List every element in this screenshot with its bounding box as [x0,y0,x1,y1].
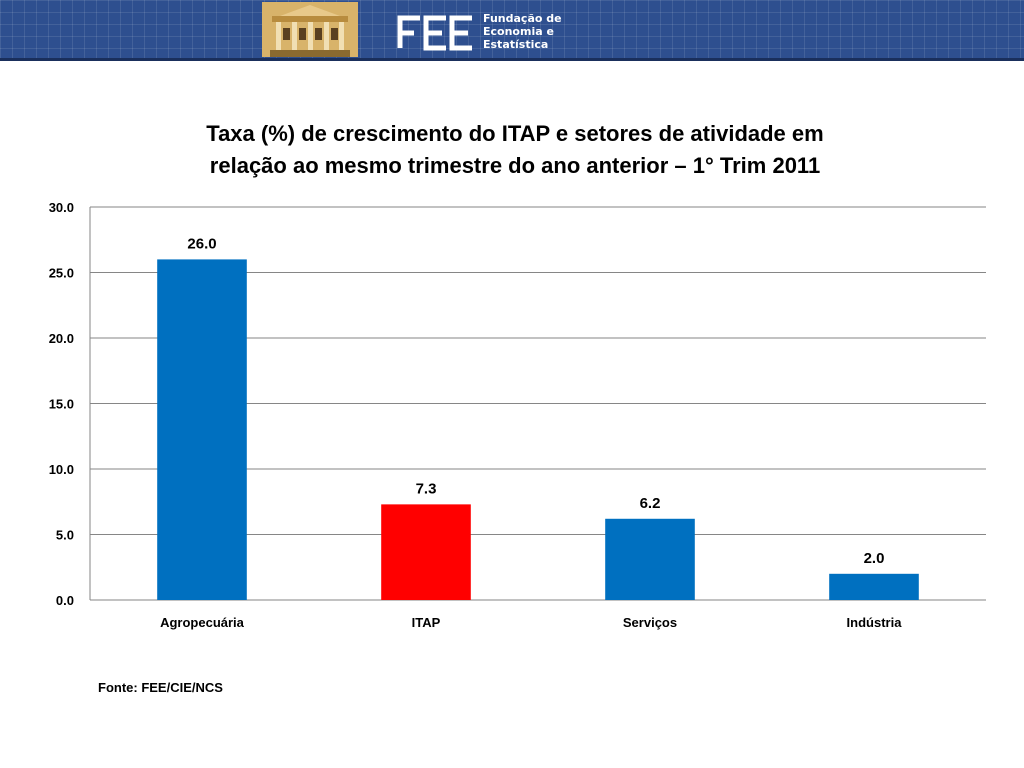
chart-title-line-1: Taxa (%) de crescimento do ITAP e setore… [206,121,824,146]
x-tick-label: Serviços [623,615,677,630]
bar [381,504,471,600]
data-label: 2.0 [864,550,885,567]
chart-title-line-2: relação ao mesmo trimestre do ano anteri… [209,153,821,178]
logo-line-1: Fundação de [483,12,562,25]
data-label: 26.0 [187,235,216,252]
building-image [262,2,358,57]
logo-text: Fundação de Economia e Estatística [483,12,593,51]
y-tick-label: 30.0 [49,200,74,215]
y-tick-label: 10.0 [49,462,74,477]
bar [157,259,247,600]
chart-title: Taxa (%) de crescimento do ITAP e setore… [120,118,910,182]
bar [829,573,919,600]
data-label: 6.2 [640,495,661,512]
logo-line-3: Estatística [483,38,549,51]
x-tick-label: Agropecuária [160,615,245,630]
fee-logo-icon [397,15,472,51]
y-tick-label: 5.0 [56,528,74,543]
source-note: Fonte: FEE/CIE/NCS [98,680,223,695]
x-tick-label: ITAP [412,615,441,630]
bar [605,518,695,600]
logo-line-2: Economia e [483,25,554,38]
y-tick-label: 20.0 [49,331,74,346]
y-tick-label: 25.0 [49,266,74,281]
header-divider [0,58,1024,61]
header-banner: Fundação de Economia e Estatística [0,0,1024,58]
x-tick-label: Indústria [847,615,903,630]
y-tick-label: 0.0 [56,593,74,608]
y-tick-label: 15.0 [49,397,74,412]
data-label: 7.3 [416,480,437,497]
